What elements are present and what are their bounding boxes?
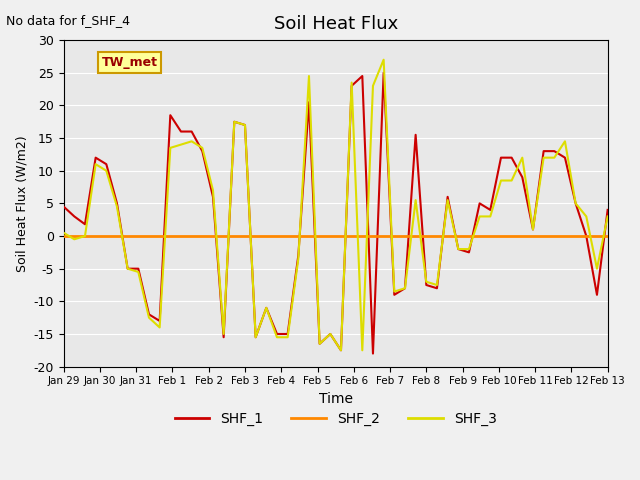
Y-axis label: Soil Heat Flux (W/m2): Soil Heat Flux (W/m2)	[15, 135, 28, 272]
Text: TW_met: TW_met	[102, 56, 157, 69]
X-axis label: Time: Time	[319, 392, 353, 406]
Title: Soil Heat Flux: Soil Heat Flux	[273, 15, 398, 33]
Legend: SHF_1, SHF_2, SHF_3: SHF_1, SHF_2, SHF_3	[169, 406, 502, 432]
Text: No data for f_SHF_4: No data for f_SHF_4	[6, 14, 131, 27]
